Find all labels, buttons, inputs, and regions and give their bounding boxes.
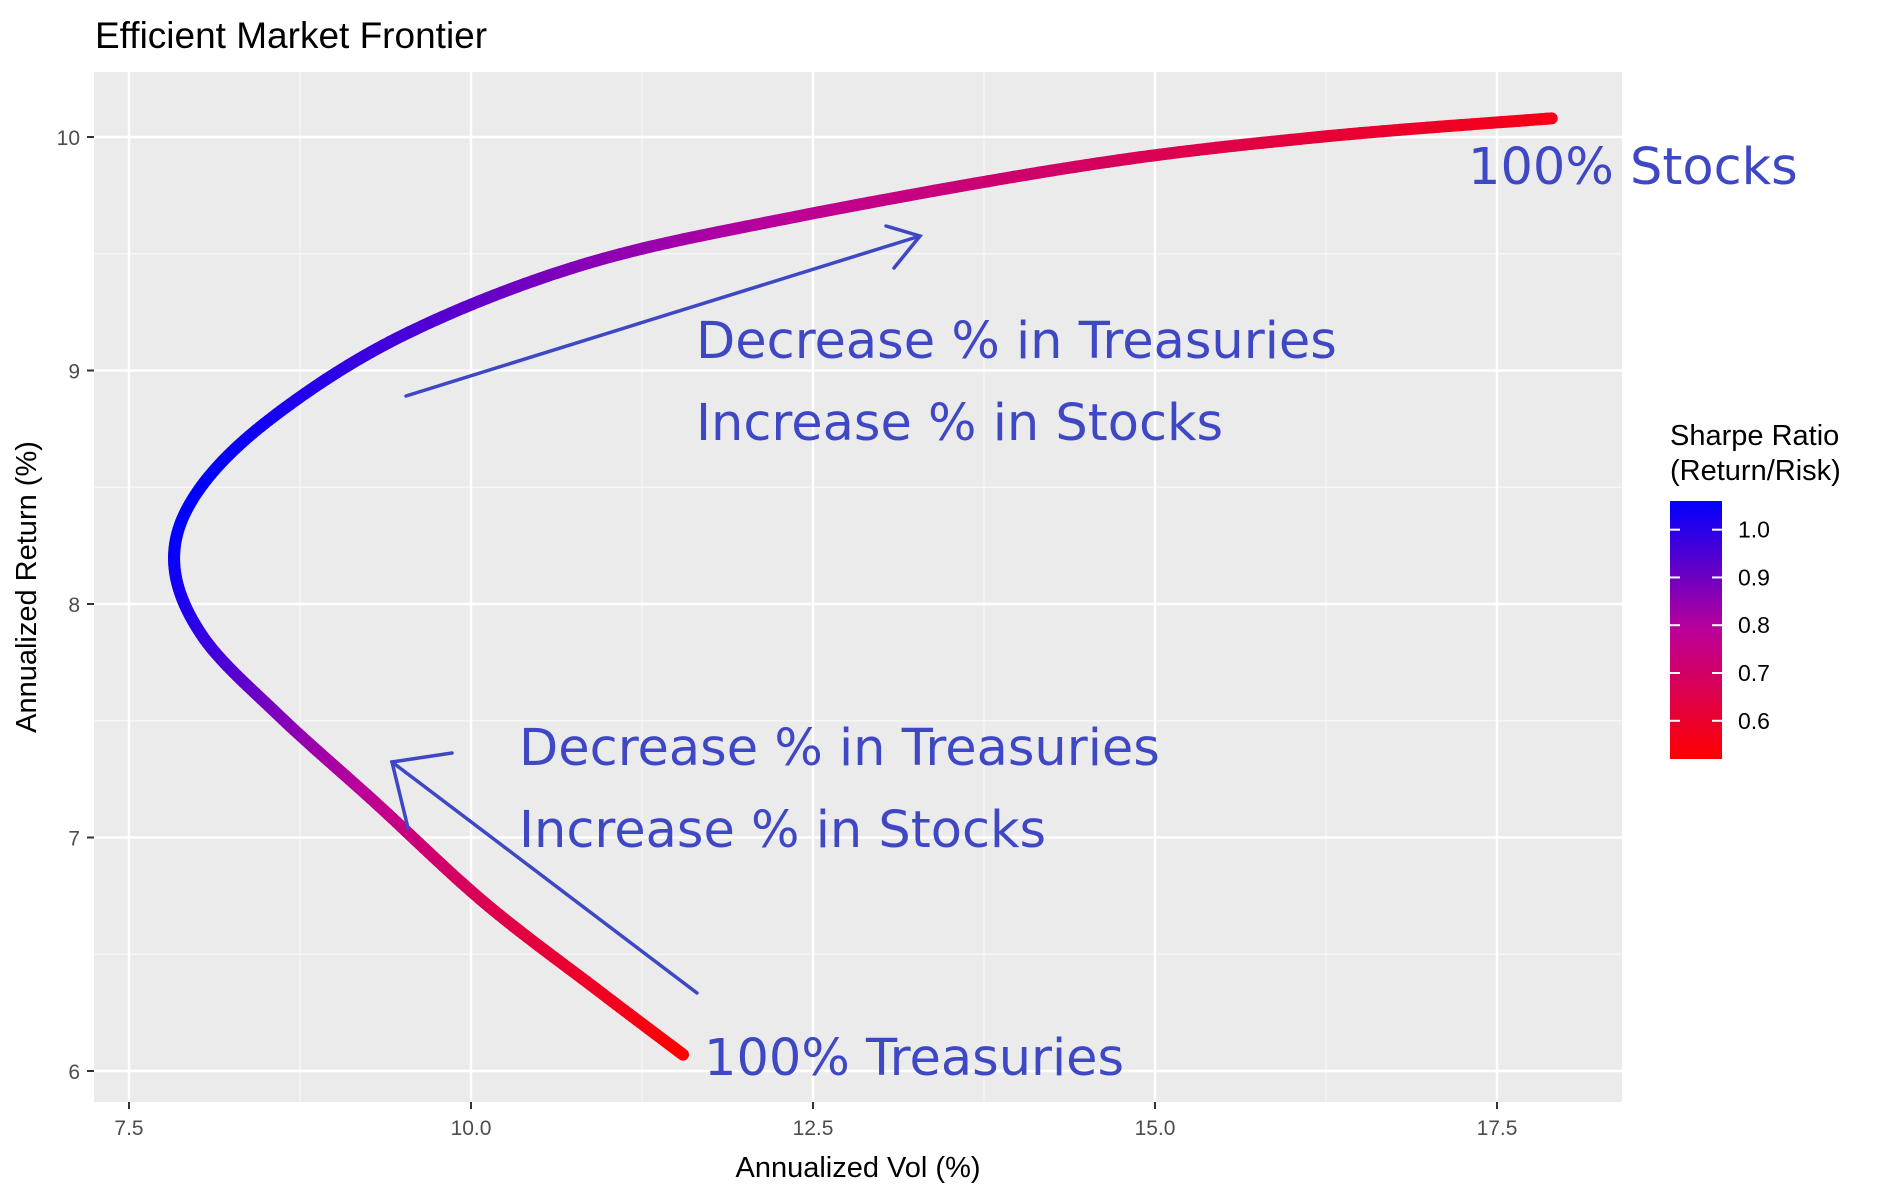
y-tick-label: 7 <box>68 828 80 851</box>
x-tick-label: 15.0 <box>1135 1117 1176 1140</box>
y-axis-title: Annualized Return (%) <box>11 441 43 733</box>
legend-title-line1: Sharpe Ratio <box>1670 420 1839 452</box>
legend-tick-label: 1.0 <box>1738 517 1770 543</box>
annotation-lower-line1: Decrease % in Treasuries <box>519 719 1160 778</box>
y-tick-label: 10 <box>57 127 80 150</box>
y-tick-label: 8 <box>68 594 80 617</box>
color-legend: Sharpe Ratio (Return/Risk) 1.0 0.9 0.8 0.7 0… <box>1670 420 1841 759</box>
x-axis-title: Annualized Vol (%) <box>735 1152 980 1184</box>
lower-arrow <box>389 751 699 995</box>
legend-tick-label: 0.9 <box>1738 564 1770 590</box>
legend-ticks: 1.0 0.9 0.8 0.7 0.6 <box>1670 517 1770 734</box>
legend-title-line2: (Return/Risk) <box>1670 455 1841 487</box>
annotation-100-stocks: 100% Stocks <box>1468 138 1798 197</box>
annotation-upper-line2: Increase % in Stocks <box>696 394 1223 453</box>
x-tick-label: 7.5 <box>114 1117 143 1140</box>
legend-tick-label: 0.7 <box>1738 660 1770 686</box>
y-tick-label: 9 <box>68 361 80 384</box>
upper-arrow <box>404 224 924 398</box>
frontier-curve <box>168 112 1558 1061</box>
x-axis: 7.5 10.0 12.5 15.0 17.5 <box>114 1102 1517 1140</box>
y-axis: 6 7 8 9 10 <box>57 127 94 1084</box>
legend-tick-label: 0.6 <box>1738 708 1770 734</box>
chart-title: Efficient Market Frontier <box>95 15 487 56</box>
annotation-lower-line2: Increase % in Stocks <box>519 801 1046 860</box>
x-tick-label: 12.5 <box>793 1117 834 1140</box>
legend-tick-label: 0.8 <box>1738 612 1770 638</box>
annotation-100-treasuries: 100% Treasuries <box>704 1029 1124 1088</box>
annotation-upper-line1: Decrease % in Treasuries <box>696 312 1337 371</box>
plot-panel <box>94 72 1622 1102</box>
x-tick-label: 10.0 <box>451 1117 492 1140</box>
y-tick-label: 6 <box>68 1061 80 1084</box>
x-tick-label: 17.5 <box>1477 1117 1518 1140</box>
legend-colorbar <box>1670 501 1722 759</box>
grid <box>94 72 1622 1102</box>
